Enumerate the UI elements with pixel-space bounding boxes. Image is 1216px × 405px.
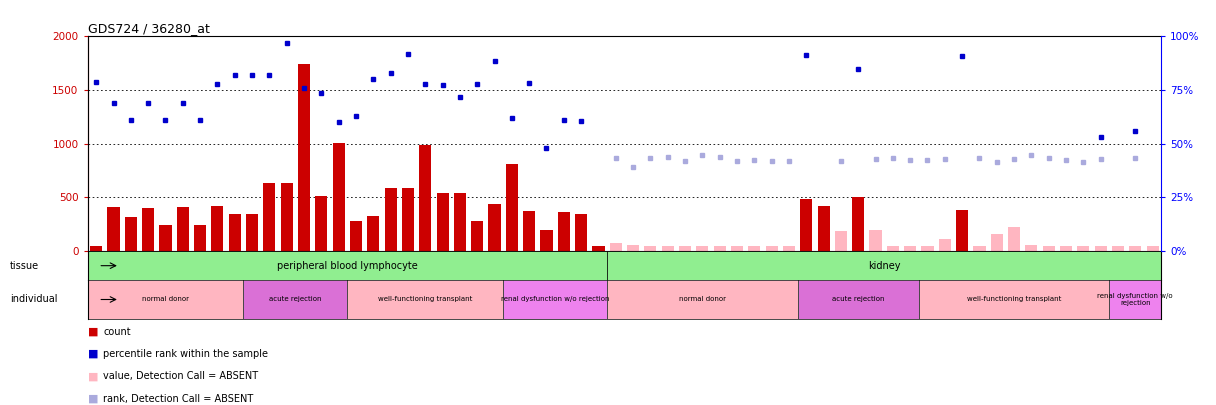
Text: peripheral blood lymphocyte: peripheral blood lymphocyte — [277, 261, 418, 271]
Bar — [714, 246, 726, 251]
Bar — [991, 234, 1003, 251]
Text: ■: ■ — [88, 327, 98, 337]
Bar — [384, 188, 396, 251]
Bar — [125, 217, 137, 251]
Bar — [454, 193, 466, 251]
Bar — [558, 213, 570, 251]
Bar — [607, 251, 1161, 280]
Bar — [592, 246, 604, 251]
Bar — [90, 246, 102, 251]
Text: count: count — [103, 327, 131, 337]
Bar — [176, 207, 188, 251]
Bar — [798, 280, 919, 319]
Bar — [503, 280, 607, 319]
Text: renal dysfunction w/o rejection: renal dysfunction w/o rejection — [501, 296, 609, 303]
Bar — [869, 230, 882, 251]
Text: individual: individual — [10, 294, 57, 305]
Bar — [159, 225, 171, 251]
Text: value, Detection Call = ABSENT: value, Detection Call = ABSENT — [103, 371, 259, 382]
Text: ■: ■ — [88, 371, 98, 382]
Bar — [800, 198, 812, 251]
Bar — [401, 188, 413, 251]
Bar — [817, 206, 829, 251]
Bar — [523, 211, 535, 251]
Text: well-functioning transplant: well-functioning transplant — [378, 296, 473, 303]
Bar — [679, 246, 691, 251]
Bar — [607, 280, 798, 319]
Bar — [1109, 280, 1161, 319]
Bar — [1060, 246, 1073, 251]
Bar — [107, 207, 119, 251]
Bar — [264, 183, 276, 251]
Bar — [437, 193, 449, 251]
Bar — [298, 64, 310, 251]
Bar — [1008, 228, 1020, 251]
Bar — [420, 145, 432, 251]
Bar — [1094, 246, 1107, 251]
Text: tissue: tissue — [10, 261, 39, 271]
Bar — [575, 213, 587, 251]
Bar — [471, 221, 483, 251]
Bar — [489, 204, 501, 251]
Bar — [281, 183, 293, 251]
Text: rank, Detection Call = ABSENT: rank, Detection Call = ABSENT — [103, 394, 254, 404]
Bar — [919, 280, 1109, 319]
Text: well-functioning transplant: well-functioning transplant — [967, 296, 1062, 303]
Bar — [835, 231, 848, 251]
Text: ■: ■ — [88, 349, 98, 359]
Text: normal donor: normal donor — [679, 296, 726, 303]
Bar — [243, 280, 348, 319]
Bar — [142, 208, 154, 251]
Bar — [348, 280, 503, 319]
Text: kidney: kidney — [868, 261, 900, 271]
Text: acute rejection: acute rejection — [832, 296, 884, 303]
Bar — [1042, 246, 1054, 251]
Bar — [886, 246, 899, 251]
Bar — [609, 243, 621, 251]
Bar — [922, 246, 934, 251]
Bar — [939, 239, 951, 251]
Text: percentile rank within the sample: percentile rank within the sample — [103, 349, 269, 359]
Bar — [88, 280, 243, 319]
Bar — [731, 246, 743, 251]
Bar — [1147, 246, 1159, 251]
Bar — [315, 196, 327, 251]
Bar — [1077, 246, 1090, 251]
Bar — [1111, 246, 1124, 251]
Bar — [956, 210, 968, 251]
Bar — [350, 221, 362, 251]
Bar — [748, 246, 760, 251]
Text: acute rejection: acute rejection — [269, 296, 321, 303]
Bar — [1025, 245, 1037, 251]
Bar — [195, 225, 207, 251]
Bar — [367, 216, 379, 251]
Text: GDS724 / 36280_at: GDS724 / 36280_at — [88, 22, 209, 35]
Bar — [905, 246, 916, 251]
Bar — [644, 246, 657, 251]
Bar — [973, 246, 985, 251]
Bar — [212, 206, 224, 251]
Bar — [246, 213, 258, 251]
Bar — [783, 246, 795, 251]
Bar — [333, 143, 344, 251]
Bar — [540, 230, 552, 251]
Bar — [229, 213, 241, 251]
Text: renal dysfunction w/o
rejection: renal dysfunction w/o rejection — [1098, 293, 1173, 306]
Bar — [627, 245, 640, 251]
Bar — [506, 164, 518, 251]
Text: ■: ■ — [88, 394, 98, 404]
Bar — [852, 198, 865, 251]
Text: normal donor: normal donor — [142, 296, 188, 303]
Bar — [766, 246, 778, 251]
Bar — [88, 251, 607, 280]
Bar — [662, 246, 674, 251]
Bar — [1130, 246, 1142, 251]
Bar — [697, 246, 709, 251]
